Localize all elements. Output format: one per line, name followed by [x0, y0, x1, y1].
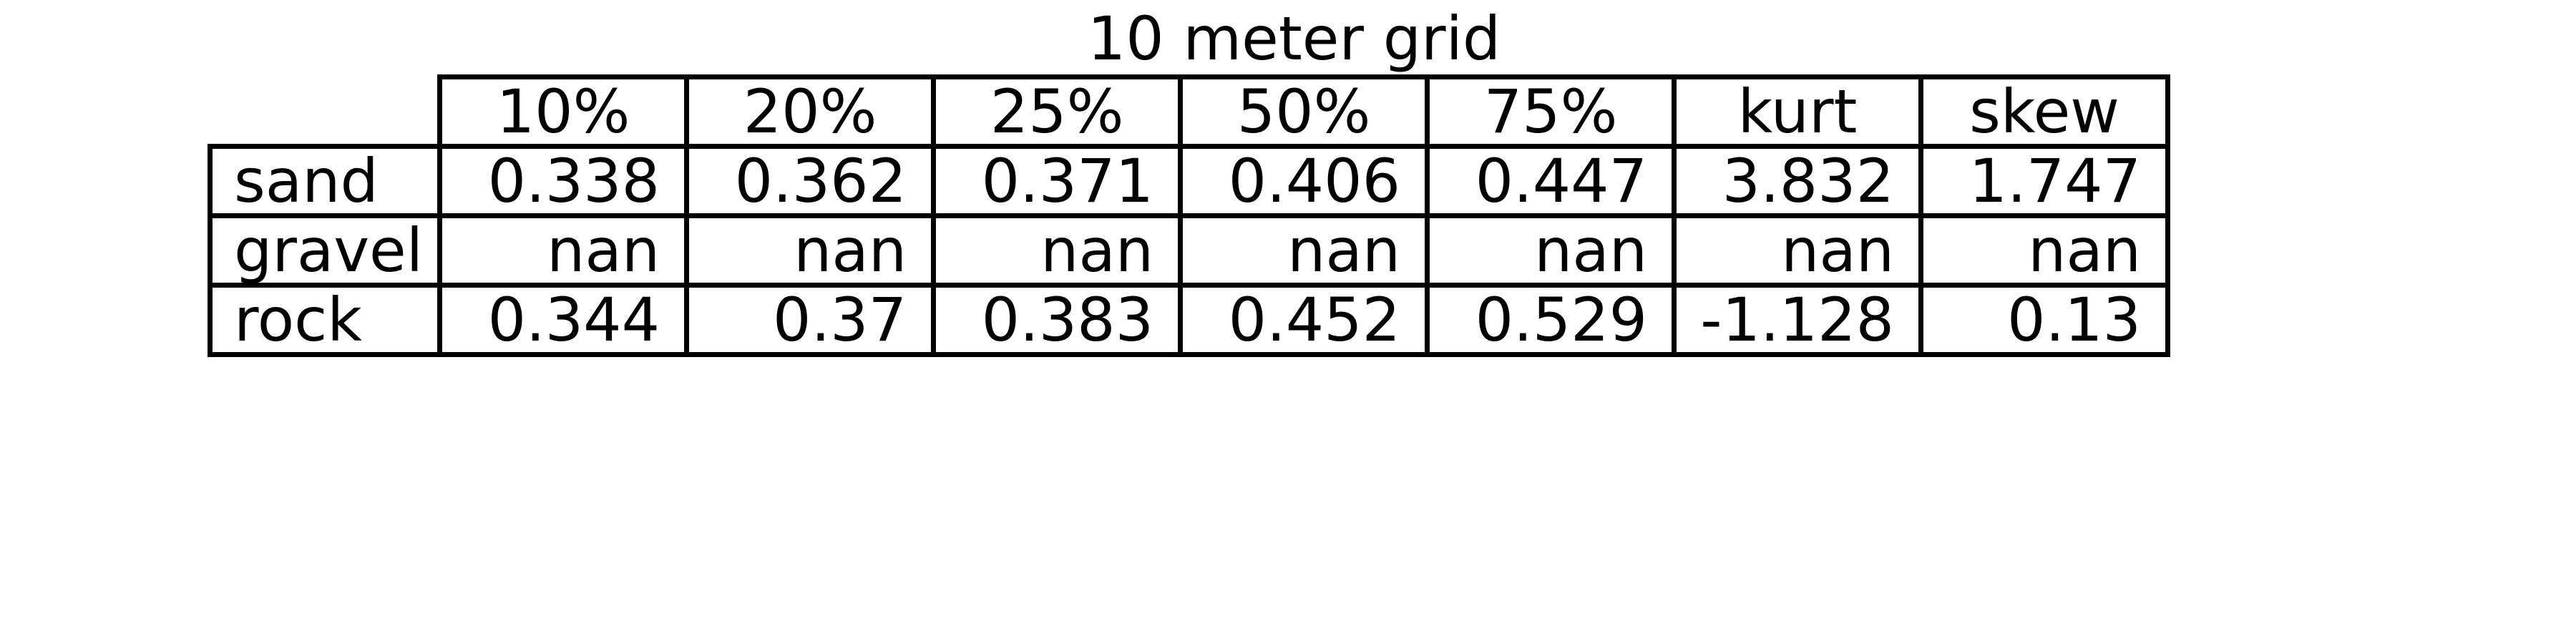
table-cell: 0.452 [1178, 283, 1430, 357]
table-cell: 0.447 [1425, 144, 1677, 218]
table-title: 10 meter grid [1087, 4, 1501, 74]
corner-cell [210, 77, 443, 149]
table-cell: nan [1918, 213, 2171, 288]
table-cell: 0.344 [437, 283, 690, 357]
table-cell: -1.128 [1672, 283, 1924, 357]
column-header: 25% [931, 74, 1184, 149]
column-header: 50% [1178, 74, 1430, 149]
table-cell: 3.832 [1672, 144, 1924, 218]
column-header: 20% [684, 74, 937, 149]
table-cell: 0.362 [684, 144, 937, 218]
table-cell: 0.37 [684, 283, 937, 357]
table-cell: nan [931, 213, 1184, 288]
table-cell: 0.371 [931, 144, 1184, 218]
table-cell: 0.529 [1425, 283, 1677, 357]
table-body: 10% 20% 25% 50% 75% kurt skew sand 0.338 0.362 0.3… [207, 74, 2171, 357]
row-header: gravel [207, 213, 443, 288]
table-cell: 0.13 [1918, 283, 2171, 357]
table-cell: 0.338 [437, 144, 690, 218]
table-cell: nan [437, 213, 690, 288]
row-header: rock [207, 283, 443, 357]
table-row: sand 0.338 0.362 0.371 0.406 0.447 3.832 1.747 [207, 144, 2171, 218]
column-header: 75% [1425, 74, 1677, 149]
table-cell: nan [1178, 213, 1430, 288]
column-header: 10% [437, 74, 690, 149]
table-cell: 0.406 [1178, 144, 1430, 218]
stats-table: 10% 20% 25% 50% 75% kurt skew sand 0.338 0.362 0.3… [207, 74, 2171, 357]
table-cell: nan [684, 213, 937, 288]
column-header: skew [1918, 74, 2171, 149]
header-row: 10% 20% 25% 50% 75% kurt skew [210, 74, 2171, 149]
table-cell: nan [1672, 213, 1924, 288]
table-cell: nan [1425, 213, 1677, 288]
table-cell: 1.747 [1918, 144, 2171, 218]
table-cell: 0.383 [931, 283, 1184, 357]
table-row: rock 0.344 0.37 0.383 0.452 0.529 -1.128 0.13 [207, 283, 2171, 357]
row-header: sand [207, 144, 443, 218]
column-header: kurt [1672, 74, 1924, 149]
table-row: gravel nan nan nan nan nan nan nan [207, 213, 2171, 288]
